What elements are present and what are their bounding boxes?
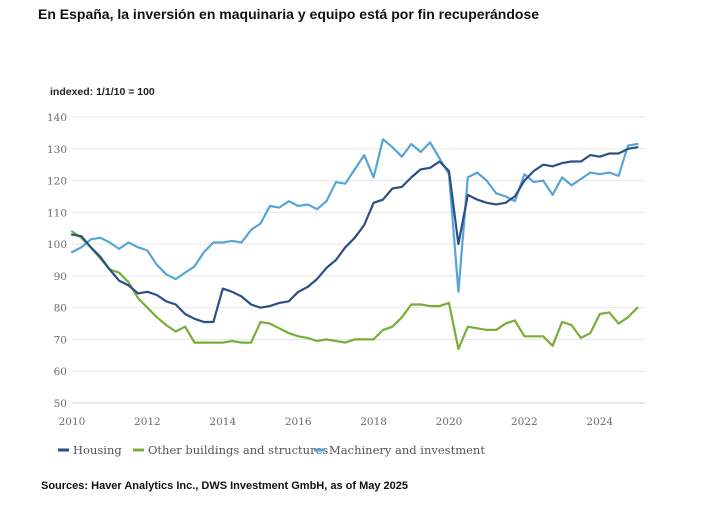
series-line-other-buildings-and-structures — [70, 230, 639, 351]
x-tick-label: 2018 — [360, 416, 387, 428]
y-tick-label: 60 — [54, 366, 67, 378]
x-tick-label: 2020 — [436, 416, 463, 428]
legend-label: Housing — [73, 443, 122, 457]
x-tick-label: 2022 — [511, 416, 538, 428]
y-axis-label: indexed: 1/1/10 = 100 — [50, 86, 155, 98]
x-tick-label: 2012 — [134, 416, 161, 428]
y-tick-label: 120 — [47, 176, 67, 188]
x-tick-label: 2014 — [209, 416, 236, 428]
legend-label: Other buildings and structures — [148, 443, 328, 457]
x-axis-ticks: 2010 2012 2014 2016 2018 2020 2022 2024 — [59, 416, 614, 428]
y-tick-label: 90 — [54, 271, 67, 283]
gridlines — [72, 116, 645, 404]
source-note: Sources: Haver Analytics Inc., DWS Inves… — [41, 480, 408, 492]
x-tick-label: 2016 — [285, 416, 312, 428]
y-tick-label: 70 — [54, 334, 67, 346]
y-tick-label: 80 — [54, 303, 67, 315]
y-tick-label: 140 — [47, 112, 67, 124]
legend: Housing Other buildings and structures Mac… — [58, 443, 485, 457]
y-tick-label: 50 — [54, 398, 67, 410]
y-axis-ticks: 50 60 70 80 90 100 110 120 130 140 — [47, 112, 67, 410]
chart-headline: En España, la inversión en maquinaria y … — [38, 6, 540, 22]
y-tick-label: 110 — [47, 207, 67, 219]
y-tick-label: 100 — [47, 239, 67, 251]
series-line-housing — [70, 146, 639, 324]
x-tick-label: 2010 — [59, 416, 86, 428]
x-tick-label: 2024 — [586, 416, 613, 428]
legend-label: Machinery and investment — [329, 443, 485, 457]
series-line-machinery-and-investment — [70, 138, 639, 293]
series-lines — [70, 138, 639, 351]
y-tick-label: 130 — [47, 144, 67, 156]
